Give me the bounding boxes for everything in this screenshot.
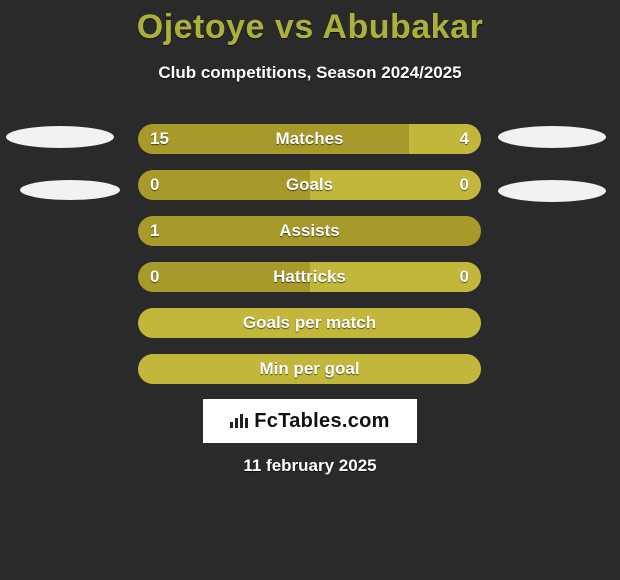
fctables-logo-text: FcTables.com xyxy=(254,410,390,433)
stat-row-right-value: 4 xyxy=(460,124,469,154)
footer-date: 11 february 2025 xyxy=(0,456,620,476)
stat-row-label: Min per goal xyxy=(138,354,481,384)
player-left-bottom-oval xyxy=(20,180,120,200)
stat-row: Goals0 0 xyxy=(138,170,481,200)
stat-row: Hattricks0 0 xyxy=(138,262,481,292)
stat-row: Matches15 4 xyxy=(138,124,481,154)
stat-row-label: Hattricks xyxy=(138,262,481,292)
stat-row-label: Matches xyxy=(138,124,481,154)
stat-row-right-value: 0 xyxy=(460,170,469,200)
stat-row-left-value: 15 xyxy=(150,124,169,154)
stat-row: Goals per match xyxy=(138,308,481,338)
fctables-logo-icon xyxy=(230,414,248,428)
subtitle: Club competitions, Season 2024/2025 xyxy=(0,63,620,83)
stat-row-label: Assists xyxy=(138,216,481,246)
stat-row: Assists1 xyxy=(138,216,481,246)
stat-row: Min per goal xyxy=(138,354,481,384)
stat-row-left-value: 0 xyxy=(150,262,159,292)
stat-row-left-value: 0 xyxy=(150,170,159,200)
stat-row-left-value: 1 xyxy=(150,216,159,246)
stat-row-label: Goals per match xyxy=(138,308,481,338)
stat-row-right-value: 0 xyxy=(460,262,469,292)
stat-row-label: Goals xyxy=(138,170,481,200)
page-title: Ojetoye vs Abubakar xyxy=(0,0,620,47)
player-right-bottom-oval xyxy=(498,180,606,202)
player-right-top-oval xyxy=(498,126,606,148)
player-left-top-oval xyxy=(6,126,114,148)
fctables-logo: FcTables.com xyxy=(203,399,417,443)
stat-bars: Matches154Goals00Assists1Hattricks00Goal… xyxy=(138,124,481,384)
